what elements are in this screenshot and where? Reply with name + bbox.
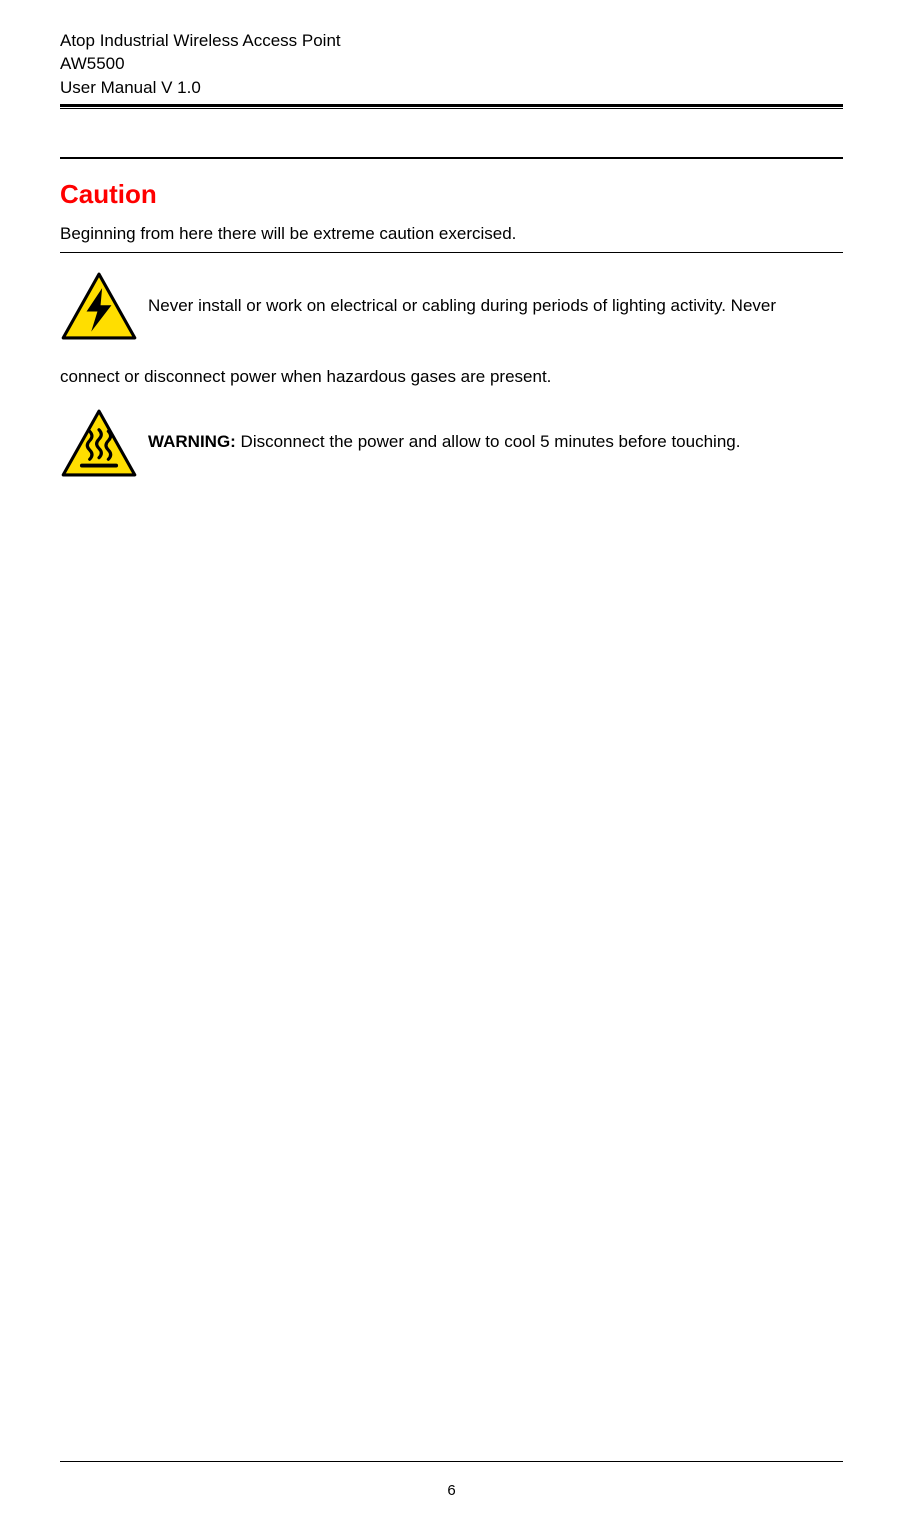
footer-rule <box>60 1461 843 1462</box>
section-rule-top: Caution Beginning from here there will b… <box>60 157 843 244</box>
caution-title: Caution <box>60 179 843 210</box>
warning-row: WARNING: Disconnect the power and allow … <box>60 408 843 478</box>
warning-continuation: connect or disconnect power when hazardo… <box>60 361 843 393</box>
header-line1: Atop Industrial Wireless Access Point <box>60 30 843 51</box>
header-line2: AW5500 <box>60 53 843 74</box>
caution-intro: Beginning from here there will be extrem… <box>60 224 843 244</box>
header-rule <box>60 104 843 110</box>
warning-text: WARNING: Disconnect the power and allow … <box>148 426 740 458</box>
electric-hazard-icon <box>60 271 138 341</box>
page-footer: 6 <box>0 1461 903 1499</box>
page: Atop Industrial Wireless Access Point AW… <box>0 0 903 1527</box>
warning-row: Never install or work on electrical or c… <box>60 271 843 341</box>
page-number: 6 <box>447 1482 455 1499</box>
hot-surface-icon <box>60 408 138 478</box>
warning-body: Disconnect the power and allow to cool 5… <box>236 432 741 451</box>
section-rule-bottom <box>60 252 843 253</box>
warning-lead: WARNING: <box>148 432 236 451</box>
header-line3: User Manual V 1.0 <box>60 77 843 98</box>
warning-text: Never install or work on electrical or c… <box>148 290 776 322</box>
